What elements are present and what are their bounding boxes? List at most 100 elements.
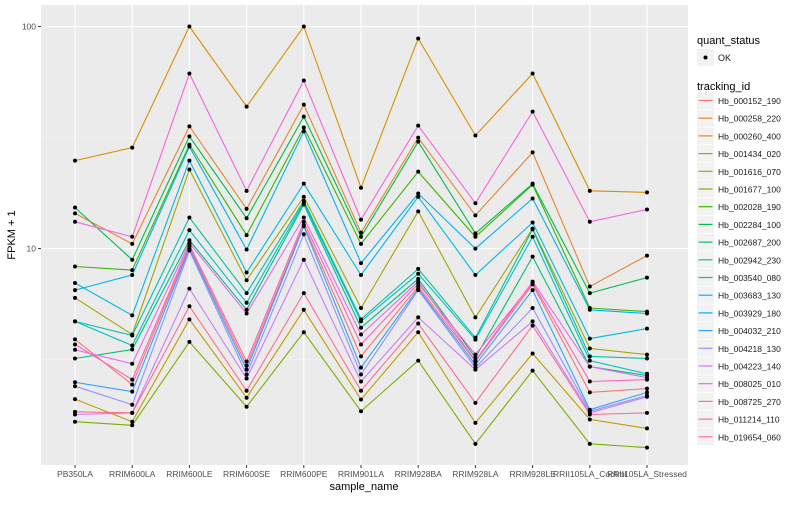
legend-label: Hb_002942_230 [718,255,781,265]
data-point [130,423,135,428]
data-point [473,201,478,206]
data-point [301,114,306,119]
data-point [244,206,249,211]
legend-item: Hb_003929_180 [697,304,781,322]
data-point [130,333,135,338]
data-point [645,190,649,195]
legend-item: Hb_002284_100 [697,215,781,233]
data-point [301,102,306,107]
data-point [130,419,135,424]
data-point [645,253,649,258]
data-point [645,394,649,399]
data-point [359,354,363,359]
legend-item: Hb_004223_140 [697,357,781,375]
series-points [73,24,649,450]
color-legend-title: tracking_id [697,81,750,93]
legend-item: Hb_008725_270 [697,392,781,410]
legend-item: Hb_002942_230 [697,251,781,269]
legend-label: Hb_002028_190 [718,202,781,212]
data-point [244,311,249,316]
data-point [587,412,592,417]
data-point [73,419,77,424]
x-tick-label: RRIM600LA [109,469,156,479]
data-point [530,288,535,293]
x-tick-label: RRII105LA_Stressed [607,469,687,479]
shape-legend-label: OK [718,53,731,63]
data-point [359,261,363,266]
data-point [244,104,249,109]
data-point [359,319,363,324]
data-point [645,356,649,361]
data-point [473,213,478,218]
legend-label: Hb_003683_130 [718,291,781,301]
data-point [473,400,478,405]
legend-label: Hb_003540_080 [718,273,781,283]
data-point [473,273,478,278]
data-point [473,315,478,320]
data-point [244,359,249,364]
data-point [359,217,363,222]
data-point [359,372,363,377]
x-tick-label: RRIM600PE [280,469,328,479]
legend-label: Hb_002284_100 [718,220,781,230]
data-point [301,232,306,237]
data-point [301,181,306,186]
data-point [301,224,306,229]
data-point [73,280,77,285]
x-tick-label: PB350LA [57,469,93,479]
y-tick-label: 100 [22,22,36,32]
x-tick-label: RRIM600SE [223,469,271,479]
legend-label: Hb_003929_180 [718,308,781,318]
data-point [473,231,478,236]
legend-label: Hb_004223_140 [718,362,781,372]
data-point [73,158,77,163]
data-point [473,358,478,363]
data-point [187,248,192,253]
data-point [416,169,421,174]
data-point [645,326,649,331]
legend-label: Hb_001434_020 [718,149,781,159]
data-point [473,355,478,360]
legend-label: Hb_001616_070 [718,167,781,177]
data-point [530,71,535,76]
data-point [587,291,592,296]
data-point [416,266,421,271]
legend-item: Hb_000260_400 [697,127,781,145]
data-point [587,307,592,312]
data-point [645,445,649,450]
data-point [130,347,135,352]
data-point [416,315,421,320]
legend-item: Hb_000152_190 [697,92,781,109]
data-point [130,268,135,273]
data-point [416,194,421,199]
data-point [530,319,535,324]
data-point [73,319,77,324]
data-point [587,354,592,359]
data-point [130,313,135,318]
legend-item: Hb_019654_060 [697,428,781,446]
data-point [130,273,135,278]
data-point [416,139,421,144]
legend-item: Hb_003540_080 [697,269,781,286]
data-point [587,390,592,395]
data-point [416,321,421,326]
data-point [473,234,478,239]
data-point [187,71,192,76]
data-point [301,129,306,134]
legend-item: Hb_002687_200 [697,233,781,251]
x-tick-label: RRIM928LA [452,469,499,479]
data-point [187,158,192,163]
data-point [73,295,77,300]
data-point [359,342,363,347]
data-point [187,167,192,172]
legend-label: Hb_008725_270 [718,397,781,407]
data-point [587,336,592,341]
data-point [530,368,535,373]
data-point [645,390,649,395]
data-point [473,367,478,372]
legend-item: Hb_002028_190 [697,198,781,216]
data-point [530,196,535,201]
legend-item: Hb_004032_210 [697,322,781,340]
data-point [244,363,249,368]
data-point [416,36,421,41]
